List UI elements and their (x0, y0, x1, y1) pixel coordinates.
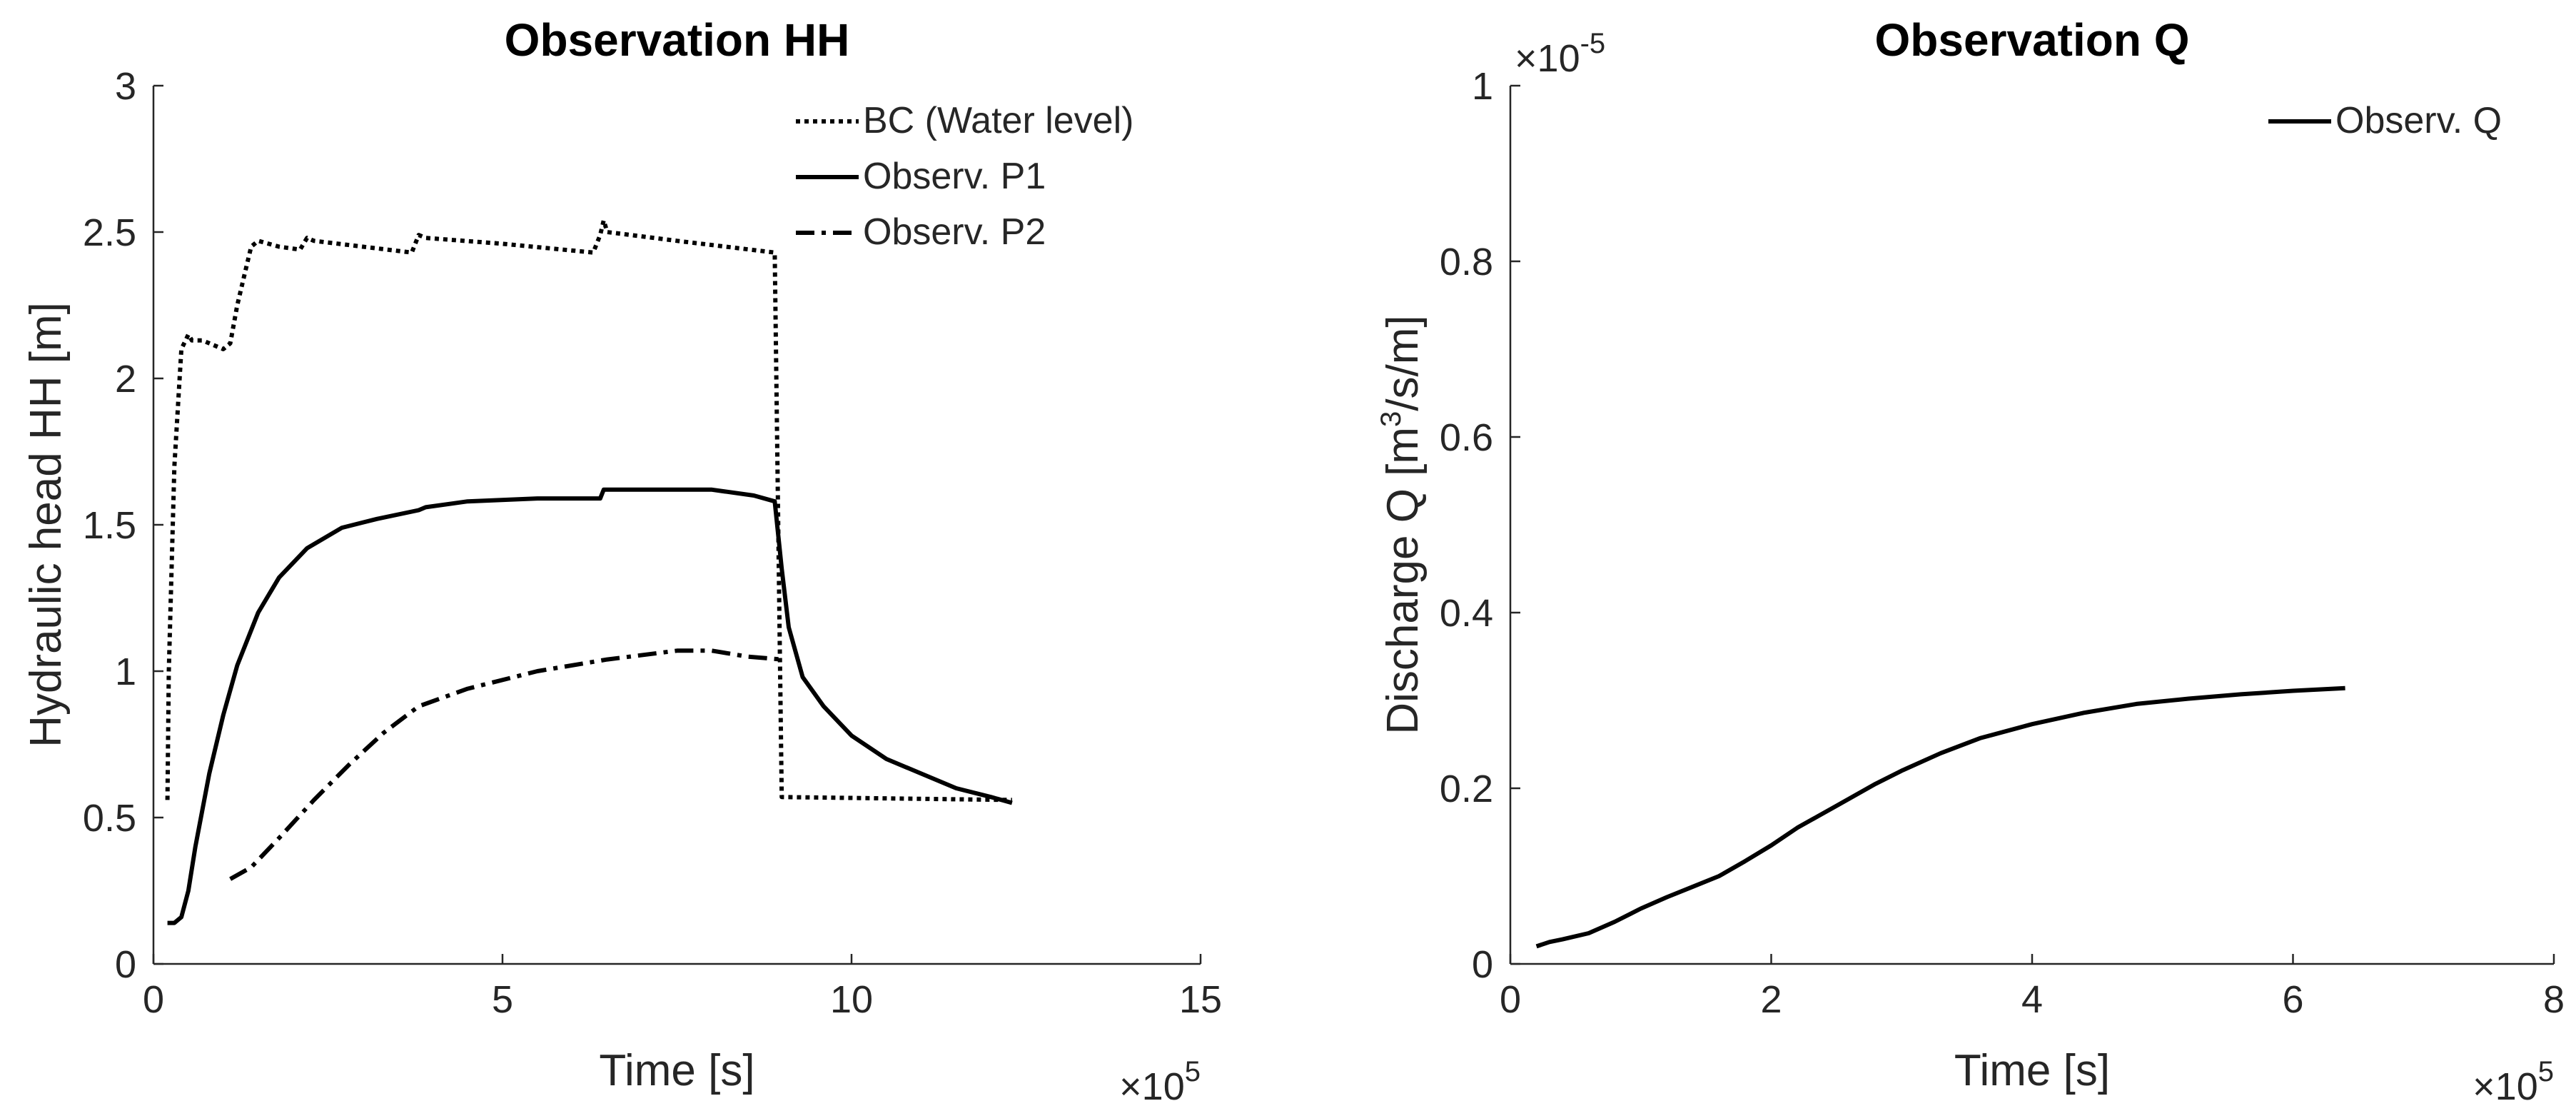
y-axis-label: Hydraulic head HH [m] (21, 302, 71, 748)
legend-label: Observ. P2 (863, 211, 1046, 253)
y-tick-label: 1 (1472, 65, 1493, 108)
y-axis-label-rest: /s/m] (1378, 315, 1428, 411)
chart-discharge: Observation Q 0 2 4 6 8 0 0.2 0.4 0.6 0.8 1 Time [s]… (1375, 14, 2565, 1108)
x-exponent-power: 5 (2538, 1056, 2554, 1087)
y-tick-label: 0 (1472, 943, 1493, 986)
x-axis-label: Time [s] (1954, 1046, 2110, 1095)
chart-title: Observation Q (1875, 14, 2190, 66)
y-axis-label-main: Discharge Q [m (1378, 427, 1428, 735)
y-tick-label: 2 (115, 358, 136, 401)
chart-hydraulic-head: Observation HH 0 5 10 15 0 0.5 1 1.5 2 2.5 3 Time [s… (21, 14, 1222, 1108)
y-tick-label: 1.5 (83, 504, 136, 547)
y-tick-label: 0 (115, 943, 136, 986)
x-tick-label: 8 (2543, 978, 2565, 1021)
y-axis-label: Discharge Q [m3/s/m] (1375, 315, 1428, 734)
x-axis-exponent: ×105 (2473, 1056, 2554, 1108)
legend-label: Observ. P1 (863, 156, 1046, 197)
x-axis-exponent: ×105 (1119, 1056, 1201, 1108)
y-exponent-power: -5 (1580, 28, 1606, 59)
x-tick-label: 4 (2021, 978, 2043, 1021)
x-tick-label: 2 (1760, 978, 1782, 1021)
y-tick-label: 2.5 (83, 211, 136, 254)
legend-label: Observ. Q (2335, 100, 2502, 141)
legend-label: BC (Water level) (863, 100, 1133, 141)
chart-title: Observation HH (505, 14, 850, 66)
x-exponent-base: ×10 (2473, 1065, 2538, 1108)
y-tick-label: 0.5 (83, 797, 136, 840)
x-exponent-power: 5 (1185, 1056, 1201, 1087)
series-line (165, 218, 1012, 803)
x-tick-label: 6 (2282, 978, 2303, 1021)
y-tick-label: 1 (115, 650, 136, 693)
x-tick-label: 10 (830, 978, 873, 1021)
x-tick-label: 15 (1179, 978, 1222, 1021)
y-exponent-base: ×10 (1515, 37, 1580, 80)
y-tick-label: 0.8 (1440, 241, 1493, 283)
series-line (1535, 685, 2345, 949)
y-tick-label: 3 (115, 65, 136, 108)
y-axis-exponent: ×10-5 (1515, 28, 1605, 80)
y-axis-label-sup: 3 (1375, 411, 1407, 427)
x-exponent-base: ×10 (1119, 1065, 1185, 1108)
x-tick-label: 5 (492, 978, 513, 1021)
x-axis-label: Time [s] (599, 1046, 754, 1095)
series-line (167, 487, 1013, 925)
x-tick-label: 0 (1500, 978, 1521, 1021)
y-tick-label: 0.4 (1440, 592, 1493, 635)
x-tick-label: 0 (143, 978, 164, 1021)
y-tick-label: 0.6 (1440, 416, 1493, 459)
y-tick-label: 0.2 (1440, 768, 1493, 810)
